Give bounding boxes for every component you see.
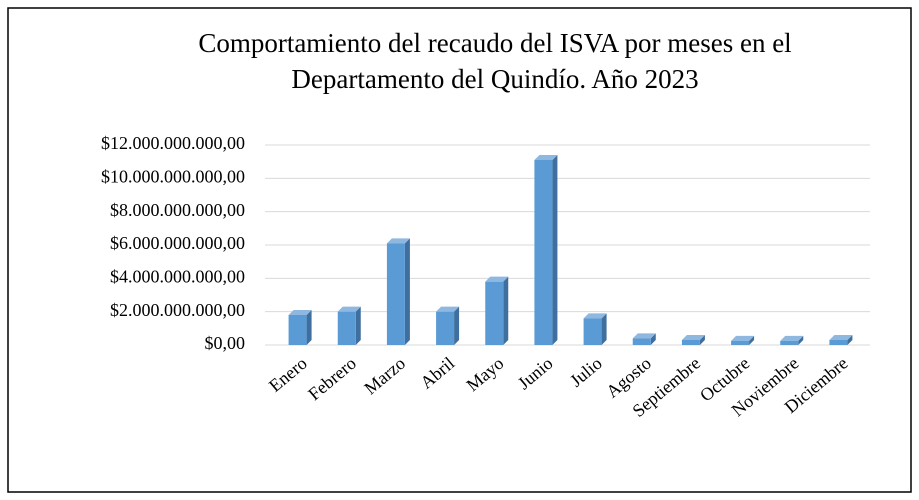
y-tick-label: $12.000.000.000,00 bbox=[101, 133, 245, 153]
chart-title: Departamento del Quindío. Año 2023 bbox=[291, 64, 698, 94]
bar bbox=[386, 243, 405, 345]
bar bbox=[583, 318, 602, 345]
bar-top bbox=[288, 310, 312, 315]
bar bbox=[829, 340, 848, 345]
bar-side bbox=[552, 155, 558, 345]
chart-frame bbox=[7, 7, 912, 493]
bar bbox=[731, 340, 750, 345]
y-tick-label: $6.000.000.000,00 bbox=[110, 233, 245, 253]
bar bbox=[436, 311, 455, 345]
bar-top bbox=[337, 306, 361, 312]
bar-top bbox=[829, 335, 853, 340]
bar-top bbox=[780, 335, 804, 341]
bar-top bbox=[583, 313, 607, 319]
bar-side bbox=[503, 276, 509, 345]
bar-side bbox=[847, 335, 853, 345]
bar-top bbox=[386, 238, 410, 244]
y-tick-label: $10.000.000.000,00 bbox=[101, 166, 245, 186]
bar bbox=[534, 160, 553, 345]
bar-side bbox=[454, 306, 460, 345]
bar bbox=[288, 315, 307, 345]
bar-top bbox=[731, 335, 755, 341]
bar-side bbox=[306, 310, 312, 345]
bar-side bbox=[699, 335, 705, 345]
bar-top bbox=[681, 335, 705, 340]
bar-side bbox=[355, 306, 361, 345]
bar bbox=[632, 338, 651, 345]
bar-side bbox=[798, 335, 804, 345]
y-tick-label: $4.000.000.000,00 bbox=[110, 266, 245, 286]
bar-side bbox=[650, 333, 656, 345]
bar bbox=[485, 281, 504, 345]
bar bbox=[681, 340, 700, 345]
y-tick-label: $2.000.000.000,00 bbox=[110, 300, 245, 320]
bar-side bbox=[601, 313, 607, 345]
y-tick-label: $0,00 bbox=[205, 333, 246, 353]
chart-title: Comportamiento del recaudo del ISVA por … bbox=[198, 28, 791, 58]
bar-top bbox=[534, 155, 558, 160]
bar-top bbox=[436, 306, 460, 312]
bar bbox=[780, 340, 799, 345]
bar-side bbox=[404, 238, 410, 345]
bar-top bbox=[485, 276, 509, 282]
bar-top bbox=[632, 333, 656, 339]
bar bbox=[337, 311, 356, 345]
y-tick-label: $8.000.000.000,00 bbox=[110, 200, 245, 220]
bar-side bbox=[749, 335, 755, 345]
